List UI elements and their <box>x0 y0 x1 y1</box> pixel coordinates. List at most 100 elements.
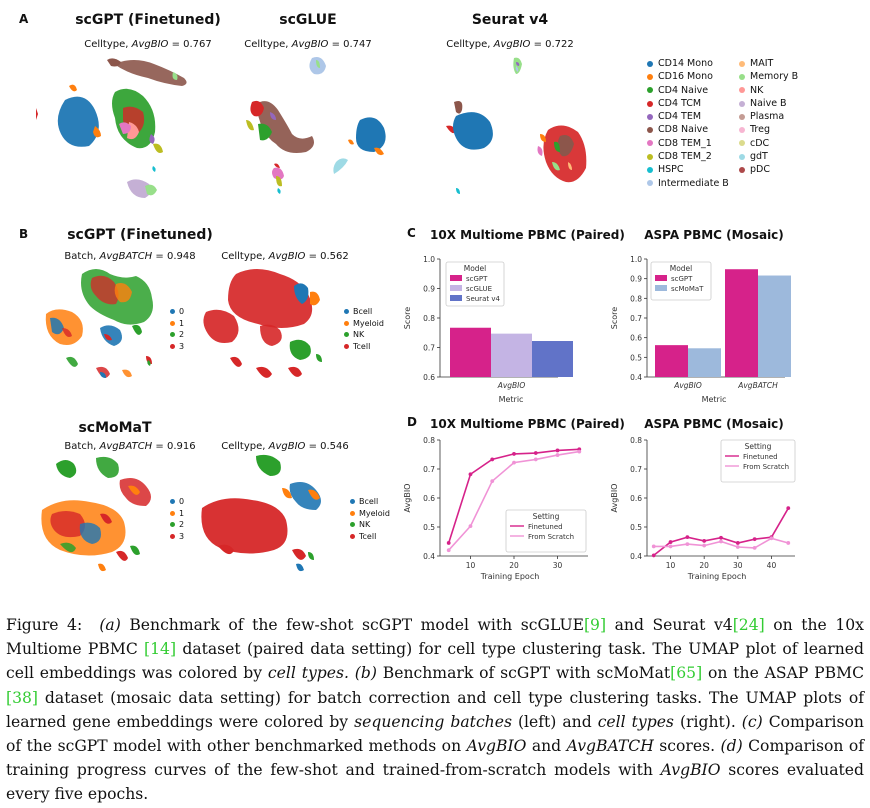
panel-a-legend-col-1: CD14 Mono CD16 Mono CD4 Naive CD4 TCM CD… <box>647 57 729 190</box>
data-point <box>533 457 538 462</box>
x-axis-label: Metric <box>702 395 727 404</box>
bar <box>758 275 791 377</box>
data-point <box>735 545 740 549</box>
citation-link[interactable]: [38] <box>6 688 39 707</box>
legend-marker <box>739 167 745 174</box>
caption-tag-a: (a) <box>99 616 121 634</box>
chart-c2-title: ASPA PBMC (Mosaic) <box>644 228 784 242</box>
citation-link[interactable]: [9] <box>583 616 607 634</box>
legend-label: scGPT <box>466 275 488 283</box>
y-tick-label: 0.4 <box>630 552 642 561</box>
data-point <box>685 535 690 540</box>
umap-a1-title: scGPT (Finetuned) <box>75 12 221 28</box>
legend-item: Myeloid <box>350 508 390 520</box>
legend-item: CD14 Mono <box>647 57 729 70</box>
legend-item: CD4 TEM <box>647 110 729 123</box>
y-tick-label: 0.5 <box>630 523 642 532</box>
data-point <box>555 453 560 457</box>
data-point <box>685 542 690 547</box>
panel-b-row2-title: scMoMaT <box>78 420 152 436</box>
data-point <box>512 452 516 456</box>
y-axis-label: Score <box>610 307 619 329</box>
legend-item: 1 <box>170 508 184 520</box>
legend-marker <box>350 499 355 505</box>
legend-item: 2 <box>170 519 184 531</box>
x-tick-label: AvgBIO <box>673 381 702 390</box>
legend-marker <box>739 60 745 67</box>
legend-marker <box>170 320 175 326</box>
panel-b-letter: B <box>19 227 29 241</box>
legend-marker <box>647 180 653 187</box>
legend-marker <box>170 534 175 540</box>
legend-item: Bcell <box>350 496 390 508</box>
data-point <box>468 524 473 529</box>
x-tick-label: 30 <box>553 561 563 570</box>
legend-marker <box>350 510 355 516</box>
legend-marker <box>647 73 653 80</box>
caption-tag-b: (b) <box>354 664 377 683</box>
umap-a2-metric: Celltype, AvgBIO = 0.747 <box>244 39 372 50</box>
legend-swatch <box>450 275 462 281</box>
chart-c1: 0.6 0.7 0.8 0.9 1.0 Score AvgBIO Metric Model scG… <box>403 255 573 404</box>
x-tick-label: AvgBIO <box>497 381 526 390</box>
y-tick-label: 0.8 <box>423 436 435 445</box>
bar <box>655 345 688 377</box>
chart-d1-title: 10X Multiome PBMC (Paired) <box>430 417 625 431</box>
legend-swatch <box>450 285 462 291</box>
panel-a-letter: A <box>19 12 29 26</box>
legend-marker <box>170 332 175 338</box>
panel-b-row2-right-metric: Celltype, AvgBIO = 0.546 <box>221 441 349 452</box>
y-tick-label: 0.4 <box>630 373 642 382</box>
legend-marker <box>739 87 745 94</box>
y-tick-label: 0.5 <box>423 523 435 532</box>
legend-label: From Scratch <box>528 533 574 541</box>
y-axis-label: Score <box>403 307 412 329</box>
legend-item: cDC <box>739 137 798 150</box>
legend-item: Treg <box>739 123 798 136</box>
caption-tag-d: (d) <box>720 737 743 756</box>
panel-b-row1-celltype-legend: Bcell Myeloid NK Tcell <box>344 306 384 352</box>
y-tick-label: 0.7 <box>630 465 642 474</box>
panel-a-legend-col-2: MAIT Memory B NK Naive B Plasma Treg cDC… <box>739 57 798 177</box>
legend-item: MAIT <box>739 57 798 70</box>
x-tick-label: 10 <box>466 561 476 570</box>
y-tick-label: 0.8 <box>630 294 642 303</box>
legend-item: Memory B <box>739 70 798 83</box>
citation-link[interactable]: [14] <box>144 640 177 659</box>
legend-marker <box>170 309 175 315</box>
umap-a1-plot <box>36 58 187 198</box>
data-point <box>752 545 757 550</box>
panel-c-letter: C <box>407 226 416 240</box>
legend-marker <box>170 344 175 350</box>
y-tick-label: 0.9 <box>630 275 642 284</box>
legend-item: Myeloid <box>344 318 384 330</box>
y-tick-label: 0.7 <box>630 314 642 323</box>
legend-marker <box>170 522 175 528</box>
legend-item: NK <box>344 329 384 341</box>
data-point <box>719 535 723 540</box>
data-point <box>533 451 538 455</box>
panel-b-row1-batch-legend: 0 1 2 3 <box>170 306 184 352</box>
citation-link[interactable]: [24] <box>732 616 765 634</box>
data-point <box>651 544 656 549</box>
legend-item: CD16 Mono <box>647 70 729 83</box>
legend-marker <box>647 60 653 67</box>
x-tick-label: 20 <box>699 561 709 570</box>
citation-link[interactable]: [65] <box>670 664 703 683</box>
legend-marker <box>647 100 653 107</box>
chart-d1: 0.4 0.5 0.6 0.7 0.8 AvgBIO 10 20 30 Training Epoc… <box>403 436 588 581</box>
legend-box <box>720 439 796 483</box>
legend-swatch <box>450 295 462 301</box>
y-tick-label: 0.8 <box>423 314 435 323</box>
legend-title: Model <box>464 264 487 273</box>
data-point <box>735 541 740 545</box>
legend-title: Setting <box>745 442 772 451</box>
y-tick-label: 1.0 <box>630 255 642 264</box>
legend-marker <box>647 87 653 94</box>
y-tick-label: 0.9 <box>423 285 435 294</box>
legend-marker <box>170 499 175 505</box>
y-tick-label: 0.7 <box>423 344 435 353</box>
panel-b-row1-title: scGPT (Finetuned) <box>67 227 213 243</box>
legend-item: NK <box>350 519 390 531</box>
chart-c2: 0.4 0.5 0.6 0.7 0.8 0.9 1.0 Score AvgBIO AvgBATCH… <box>610 255 791 404</box>
